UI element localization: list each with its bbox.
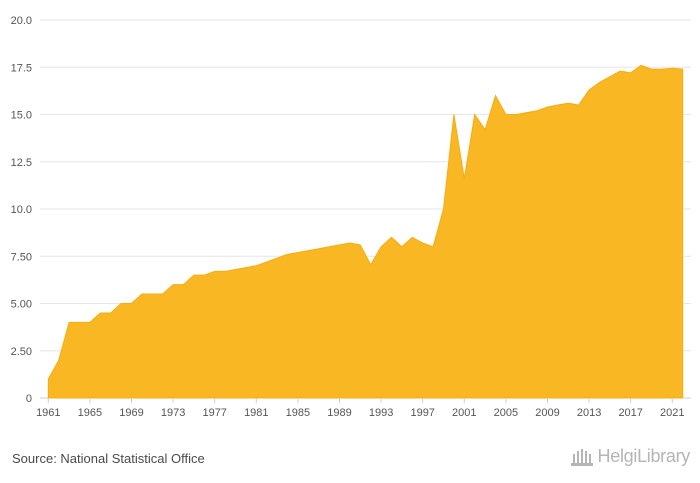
data-point[interactable] bbox=[388, 234, 394, 240]
data-point[interactable] bbox=[264, 259, 270, 265]
data-point[interactable] bbox=[680, 66, 686, 72]
data-point[interactable] bbox=[596, 79, 602, 85]
data-point[interactable] bbox=[77, 319, 83, 325]
data-point[interactable] bbox=[326, 244, 332, 250]
x-tick-label: 1977 bbox=[202, 407, 226, 419]
y-tick-label: 12.5 bbox=[11, 157, 32, 169]
x-tick-label: 1965 bbox=[78, 407, 102, 419]
data-point[interactable] bbox=[576, 102, 582, 108]
data-point[interactable] bbox=[56, 357, 62, 363]
data-point[interactable] bbox=[149, 291, 155, 297]
data-point[interactable] bbox=[170, 282, 176, 288]
data-point[interactable] bbox=[534, 108, 540, 114]
y-tick-label: 5.00 bbox=[11, 299, 32, 311]
data-point[interactable] bbox=[503, 112, 509, 118]
data-point[interactable] bbox=[97, 310, 103, 316]
x-tick-label: 2001 bbox=[452, 407, 476, 419]
y-tick-label: 20.0 bbox=[11, 15, 32, 27]
x-tick-label: 2021 bbox=[660, 407, 684, 419]
x-tick-label: 2013 bbox=[577, 407, 601, 419]
data-point[interactable] bbox=[233, 266, 239, 272]
x-tick-label: 1993 bbox=[369, 407, 393, 419]
data-point[interactable] bbox=[253, 263, 259, 269]
data-point[interactable] bbox=[295, 249, 301, 255]
data-point[interactable] bbox=[482, 127, 488, 133]
y-tick-label: 17.5 bbox=[11, 62, 32, 74]
data-point[interactable] bbox=[118, 301, 124, 307]
data-point[interactable] bbox=[222, 268, 228, 274]
data-point[interactable] bbox=[440, 206, 446, 212]
data-point[interactable] bbox=[87, 319, 93, 325]
x-tick-label: 2005 bbox=[494, 407, 518, 419]
x-tick-label: 1997 bbox=[410, 407, 434, 419]
x-tick-label: 1989 bbox=[327, 407, 351, 419]
data-point[interactable] bbox=[524, 110, 530, 116]
x-tick-label: 2017 bbox=[618, 407, 642, 419]
data-point[interactable] bbox=[305, 248, 311, 254]
data-point[interactable] bbox=[607, 74, 613, 80]
data-point[interactable] bbox=[191, 272, 197, 278]
data-point[interactable] bbox=[357, 242, 363, 248]
data-point[interactable] bbox=[565, 100, 571, 106]
data-point[interactable] bbox=[451, 112, 457, 118]
data-point[interactable] bbox=[555, 102, 561, 108]
data-point[interactable] bbox=[617, 68, 623, 74]
helgilibrary-logo[interactable]: HelgiLibrary bbox=[570, 446, 690, 467]
data-point[interactable] bbox=[430, 244, 436, 250]
data-point[interactable] bbox=[108, 310, 114, 316]
data-point[interactable] bbox=[243, 265, 249, 271]
data-point[interactable] bbox=[399, 244, 405, 250]
data-point[interactable] bbox=[409, 234, 415, 240]
x-tick-label: 1973 bbox=[161, 407, 185, 419]
data-point[interactable] bbox=[347, 240, 353, 246]
y-tick-label: 15.0 bbox=[11, 110, 32, 122]
data-point[interactable] bbox=[461, 176, 467, 182]
data-point[interactable] bbox=[212, 268, 218, 274]
data-point[interactable] bbox=[201, 272, 207, 278]
source-note: Source: National Statistical Office bbox=[12, 451, 205, 466]
data-point[interactable] bbox=[472, 112, 478, 118]
data-point[interactable] bbox=[316, 246, 322, 252]
data-point[interactable] bbox=[337, 242, 343, 248]
y-tick-label: 0 bbox=[26, 393, 32, 405]
data-point[interactable] bbox=[669, 65, 675, 71]
data-point[interactable] bbox=[160, 291, 166, 297]
y-tick-label: 7.50 bbox=[11, 251, 32, 263]
y-tick-label: 10.0 bbox=[11, 204, 32, 216]
y-tick-label: 2.50 bbox=[11, 346, 32, 358]
x-tick-label: 1969 bbox=[119, 407, 143, 419]
data-point[interactable] bbox=[648, 66, 654, 72]
data-point[interactable] bbox=[274, 255, 280, 261]
data-point[interactable] bbox=[66, 319, 72, 325]
data-point[interactable] bbox=[513, 112, 519, 118]
x-axis-ticks: 1961 1965 1969 1973 1977 1981 1985 1989 1993 1997… bbox=[36, 398, 685, 419]
data-point[interactable] bbox=[181, 282, 187, 288]
area-fill bbox=[47, 64, 684, 399]
data-point[interactable] bbox=[544, 104, 550, 110]
data-point[interactable] bbox=[628, 70, 634, 76]
x-tick-label: 1961 bbox=[36, 407, 60, 419]
data-point[interactable] bbox=[45, 376, 51, 382]
data-point[interactable] bbox=[420, 240, 426, 246]
data-point[interactable] bbox=[139, 291, 145, 297]
data-point[interactable] bbox=[378, 244, 384, 250]
data-point[interactable] bbox=[586, 87, 592, 93]
x-tick-label: 2009 bbox=[535, 407, 559, 419]
data-point[interactable] bbox=[492, 93, 498, 99]
data-point[interactable] bbox=[638, 62, 644, 68]
library-building-icon bbox=[570, 448, 593, 466]
x-tick-label: 1985 bbox=[286, 407, 310, 419]
y-axis-ticks: 0 2.50 5.00 7.50 10.0 12.5 15.0 17.5 20.0 bbox=[11, 15, 32, 405]
data-point[interactable] bbox=[129, 301, 135, 307]
x-tick-label: 1981 bbox=[244, 407, 268, 419]
data-point[interactable] bbox=[285, 251, 291, 257]
data-point[interactable] bbox=[659, 66, 665, 72]
logo-text: HelgiLibrary bbox=[597, 446, 691, 466]
area-series bbox=[45, 62, 686, 399]
data-point[interactable] bbox=[368, 262, 374, 268]
